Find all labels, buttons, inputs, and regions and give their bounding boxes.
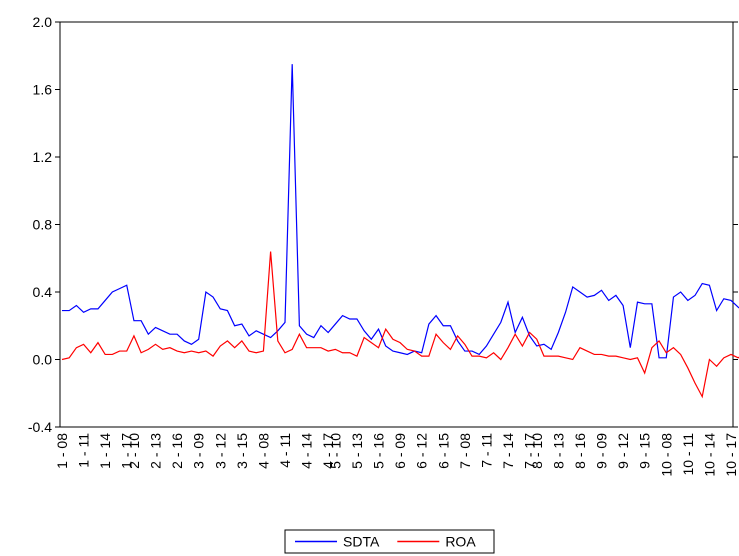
y-tick-label: 1.6 [33,82,53,98]
legend-box [284,529,495,554]
x-tick-label: 4 - 17 [320,433,336,469]
x-tick-label: 9 - 15 [637,433,653,469]
x-tick-label: 3 - 15 [234,433,250,469]
legend-label: SDTA [343,534,380,550]
x-tick-label: 1 - 14 [97,433,113,469]
series-line [62,64,739,359]
x-tick-label: 10 - 08 [658,433,674,477]
y-tick-label: 0.8 [33,217,53,233]
x-tick-label: 4 - 11 [277,433,293,468]
x-tick-label: 7 - 11 [478,433,494,468]
x-tick-label: 4 - 14 [299,433,315,469]
y-tick-label: 1.2 [33,149,53,165]
x-tick-label: 6 - 12 [414,433,430,469]
series-line [61,251,739,399]
y-tick-label: 0.0 [33,352,53,368]
x-tick-label: 7 - 17 [522,433,538,469]
x-tick-label: 6 - 09 [392,433,408,469]
x-tick-label: 3 - 09 [191,433,207,469]
x-tick-label: 2 - 13 [148,433,164,469]
x-tick-label: 2 - 16 [169,433,185,469]
plot-frame [59,21,734,428]
x-tick-label: 5 - 10 [327,433,343,469]
x-tick-label: 1 - 17 [119,433,135,469]
x-tick-label: 9 - 09 [594,433,610,469]
y-tick-label: 2.0 [33,14,53,30]
x-tick-label: 2 - 10 [126,433,142,469]
x-tick-label: 5 - 16 [371,433,387,469]
x-tick-label: 3 - 12 [212,433,228,469]
x-tick-label: 5 - 13 [349,433,365,469]
x-tick-label: 9 - 12 [615,433,631,469]
x-tick-label: 8 - 16 [572,433,588,469]
x-tick-label: 4 - 08 [255,433,271,469]
x-tick-label: 6 - 15 [435,433,451,469]
y-tick-label: 0.4 [33,284,53,300]
x-tick-label: 10 - 14 [701,433,717,477]
x-tick-label: 1 - 08 [54,433,70,469]
x-tick-label: 8 - 10 [529,433,545,469]
x-tick-label: 10 - 17 [723,433,739,477]
x-tick-label: 1 - 11 [76,433,92,468]
x-tick-label: 10 - 11 [680,433,696,476]
y-tick-label: -0.4 [28,419,52,435]
x-tick-label: 7 - 14 [500,433,516,469]
x-tick-label: 7 - 08 [457,433,473,469]
legend-label: ROA [445,534,476,550]
x-tick-label: 8 - 13 [550,433,566,469]
